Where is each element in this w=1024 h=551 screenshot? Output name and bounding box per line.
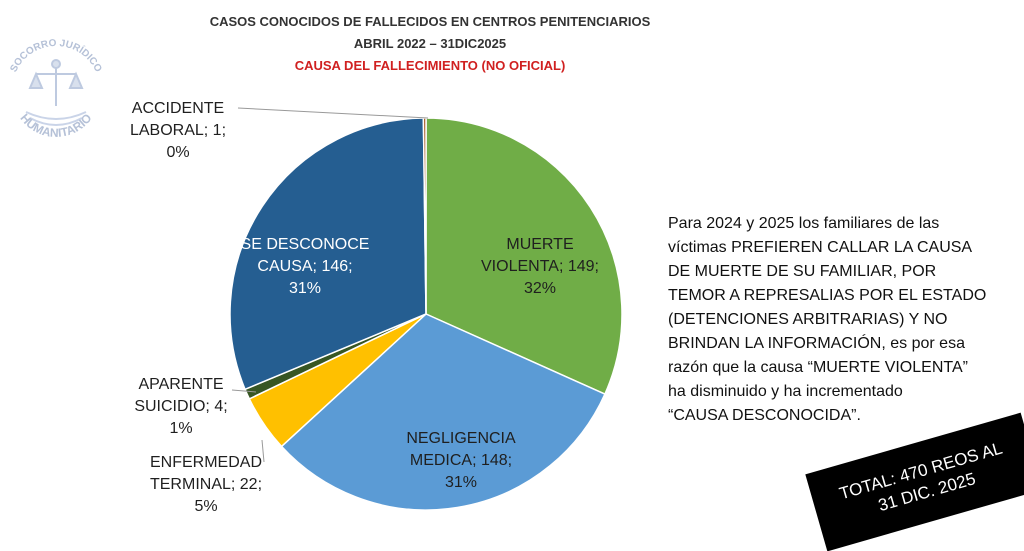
label-desconoce-line3: 31% <box>288 280 322 297</box>
note-line: Para 2024 y 2025 los familiares de las <box>668 215 940 232</box>
label-enfermedad-terminal: ENFERMEDAD TERMINAL; 22; 5% <box>136 452 276 518</box>
label-enfermedad-line2: TERMINAL; 22; <box>149 476 263 493</box>
label-negligencia-line2: MEDICA; 148; <box>409 452 513 469</box>
note-line: DE MUERTE DE SU FAMILIAR, POR <box>668 263 937 280</box>
note-line: TEMOR A REPRESALIAS POR EL ESTADO <box>668 287 987 304</box>
note-line: víctimas PREFIEREN CALLAR LA CAUSA <box>668 239 973 256</box>
label-muerte-violenta: MUERTE VIOLENTA; 149; 32% <box>470 234 610 300</box>
note-line: BRINDAN LA INFORMACIÓN, es por esa <box>668 335 965 352</box>
label-accidente-line1: ACCIDENTE <box>131 100 225 117</box>
note-line: razón que la causa “MUERTE VIOLENTA” <box>668 359 968 376</box>
pie-slice-se-desconoce-causa <box>229 117 427 391</box>
pie-slice-negligencia-medica <box>280 313 606 511</box>
label-desconoce-line2: CAUSA; 146; <box>257 258 353 275</box>
chart-subtitle-cause: CAUSA DEL FALLECIMIENTO (NO OFICIAL) <box>294 58 566 73</box>
label-negligencia-line3: 31% <box>444 474 478 491</box>
leader-line-suicidio <box>231 389 257 393</box>
scales-of-justice-icon <box>25 59 87 126</box>
chart-title: CASOS CONOCIDOS DE FALLECIDOS EN CENTROS… <box>209 14 651 29</box>
label-violenta-line1: MUERTE <box>506 236 574 253</box>
label-suicidio-line1: APARENTE <box>138 376 224 393</box>
leader-line-enfermedad <box>261 439 265 463</box>
label-enfermedad-line3: 5% <box>194 498 218 515</box>
note-line: ha disminuido y ha incrementado <box>668 383 903 400</box>
label-violenta-line3: 32% <box>523 280 557 297</box>
label-negligencia-medica: NEGLIGENCIA MEDICA; 148; 31% <box>396 428 526 494</box>
note-line: “CAUSA DESCONOCIDA”. <box>668 407 861 424</box>
label-accidente-line3: 0% <box>166 144 190 161</box>
label-suicidio-line3: 1% <box>169 420 193 437</box>
label-accidente-laboral: ACCIDENTE LABORAL; 1; 0% <box>118 98 238 164</box>
explanatory-note: Para 2024 y 2025 los familiares de las v… <box>668 212 1000 428</box>
organization-logo: SOCORRO JURÍDICO HUMANITARIO <box>8 38 103 140</box>
leader-line-accidente <box>237 107 429 119</box>
label-accidente-line2: LABORAL; 1; <box>129 122 227 139</box>
note-line: (DETENCIONES ARBITRARIAS) Y NO <box>668 311 948 328</box>
label-enfermedad-line1: ENFERMEDAD <box>149 454 262 471</box>
pie-slice-muerte-violenta <box>425 117 623 396</box>
label-suicidio-line2: SUICIDIO; 4; <box>134 398 228 415</box>
label-aparente-suicidio: APARENTE SUICIDIO; 4; 1% <box>126 374 236 440</box>
label-se-desconoce-causa: SE DESCONOCE CAUSA; 146; 31% <box>240 234 370 300</box>
label-negligencia-line1: NEGLIGENCIA <box>406 430 516 447</box>
label-desconoce-line1: SE DESCONOCE <box>240 236 370 253</box>
chart-subtitle-period: ABRIL 2022 – 31DIC2025 <box>353 36 507 51</box>
label-violenta-line2: VIOLENTA; 149; <box>481 258 599 275</box>
